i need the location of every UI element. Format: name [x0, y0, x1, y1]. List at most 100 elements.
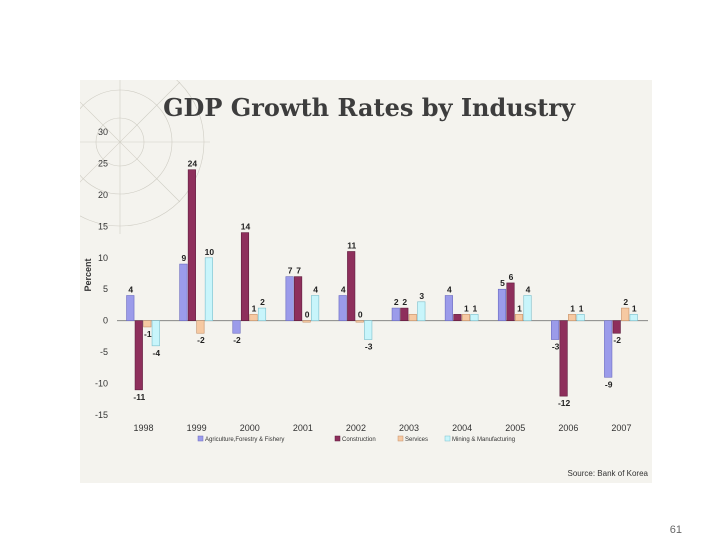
data-label: 5 [500, 278, 505, 288]
data-label: 10 [205, 247, 215, 257]
legend-swatch [334, 435, 341, 442]
legend-label: Agriculture,Forestry & Fishery [205, 437, 284, 443]
data-label: -9 [605, 379, 613, 389]
bar [134, 320, 143, 391]
x-tick-label: 2004 [452, 423, 472, 433]
bar [126, 295, 135, 321]
data-label: 2 [402, 297, 407, 307]
data-label: 6 [509, 272, 514, 282]
legend-swatch [444, 435, 451, 442]
data-label: 1 [579, 303, 584, 313]
bar-series [126, 169, 638, 397]
data-label: -2 [233, 335, 241, 345]
data-label: 1 [473, 303, 478, 313]
data-label: -12 [558, 398, 571, 408]
data-label: 0 [358, 310, 363, 320]
y-axis-label: Percent [83, 258, 93, 291]
page-number: 61 [669, 524, 682, 536]
x-axis: 1998 1999 2000 2001 2002 2003 2004 2005 2006 2007 [134, 423, 632, 433]
data-label: 4 [341, 285, 346, 295]
bar [179, 263, 188, 321]
bar [257, 307, 267, 321]
data-label: 7 [288, 266, 293, 276]
data-label: 2 [394, 297, 399, 307]
bar [196, 320, 205, 334]
bar [151, 320, 160, 347]
data-label: 7 [296, 266, 301, 276]
legend-label: Services [405, 437, 428, 443]
bar [249, 314, 258, 321]
y-tick-label: -5 [100, 347, 108, 357]
bar [559, 320, 568, 397]
legend-swatch [197, 435, 204, 442]
x-tick-label: 2005 [505, 423, 525, 433]
y-tick-label: 30 [98, 127, 108, 137]
data-label: 1 [517, 303, 522, 313]
data-label: 11 [347, 240, 356, 250]
bar [240, 232, 250, 321]
y-tick-label: -10 [95, 379, 108, 389]
x-tick-label: 2001 [293, 423, 313, 433]
x-tick-label: 2000 [240, 423, 260, 433]
data-label: 4 [447, 285, 452, 295]
bar [400, 307, 409, 321]
bar [497, 288, 507, 321]
y-tick-label: 20 [98, 190, 108, 200]
bar [523, 295, 532, 321]
data-label: -2 [613, 335, 621, 345]
bar-chart: GDP Growth Rates by Industry 30252015105… [80, 80, 649, 478]
legend: Agriculture,Forestry & Fishery Constructi… [197, 435, 515, 443]
data-label: 4 [313, 285, 318, 295]
legend-label: Mining & Manufacturing [452, 437, 515, 443]
bar [568, 314, 577, 321]
bar [311, 295, 320, 321]
bar [347, 251, 356, 321]
data-label: 2 [623, 297, 628, 307]
data-label: 3 [419, 291, 424, 301]
data-label: 14 [241, 222, 251, 232]
bar [551, 320, 560, 340]
data-label: 1 [252, 303, 257, 313]
bar [453, 314, 462, 321]
bar [408, 314, 417, 321]
bar [461, 314, 470, 321]
data-label: 1 [570, 303, 575, 313]
x-tick-label: 2002 [346, 423, 366, 433]
bar [338, 295, 347, 321]
data-label: -3 [552, 342, 560, 352]
bar [391, 307, 400, 321]
data-label: 4 [526, 285, 531, 295]
y-tick-label: 0 [103, 316, 108, 326]
y-tick-label: -15 [95, 410, 108, 420]
bar [285, 276, 294, 321]
legend-swatch [397, 435, 404, 442]
bar [187, 169, 196, 321]
bar [604, 320, 613, 378]
chart-title: GDP Growth Rates by Industry [163, 93, 576, 122]
bar [143, 320, 152, 328]
data-label: 9 [182, 253, 187, 263]
bar [417, 301, 426, 321]
y-tick-label: 15 [98, 221, 108, 231]
y-tick-label: 10 [98, 253, 108, 263]
decorative-compass-graphic [80, 80, 210, 234]
bar [294, 276, 303, 321]
data-label: -2 [197, 335, 205, 345]
x-tick-label: 2007 [611, 423, 631, 433]
bar [621, 307, 630, 321]
x-tick-label: 2006 [558, 423, 578, 433]
source-note: Source: Bank of Korea [568, 469, 649, 478]
y-tick-label: 25 [98, 158, 108, 168]
bar [204, 257, 213, 321]
bar [444, 295, 453, 321]
data-label: 4 [128, 285, 133, 295]
bar [514, 314, 524, 321]
data-label: -11 [133, 392, 145, 402]
legend-label: Construction [342, 437, 376, 443]
x-tick-label: 1998 [134, 423, 154, 433]
data-label: -3 [365, 342, 373, 352]
bar [612, 320, 621, 334]
bar [629, 314, 638, 321]
data-label: 1 [632, 303, 637, 313]
